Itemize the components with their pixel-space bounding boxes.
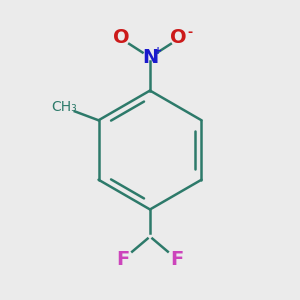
Text: +: + xyxy=(154,46,162,56)
Text: O: O xyxy=(113,28,130,46)
Text: N: N xyxy=(142,48,158,68)
Text: CH₃: CH₃ xyxy=(52,100,77,114)
Text: F: F xyxy=(170,250,183,268)
Text: O: O xyxy=(170,28,187,46)
Text: F: F xyxy=(117,250,130,268)
Text: -: - xyxy=(187,26,192,38)
